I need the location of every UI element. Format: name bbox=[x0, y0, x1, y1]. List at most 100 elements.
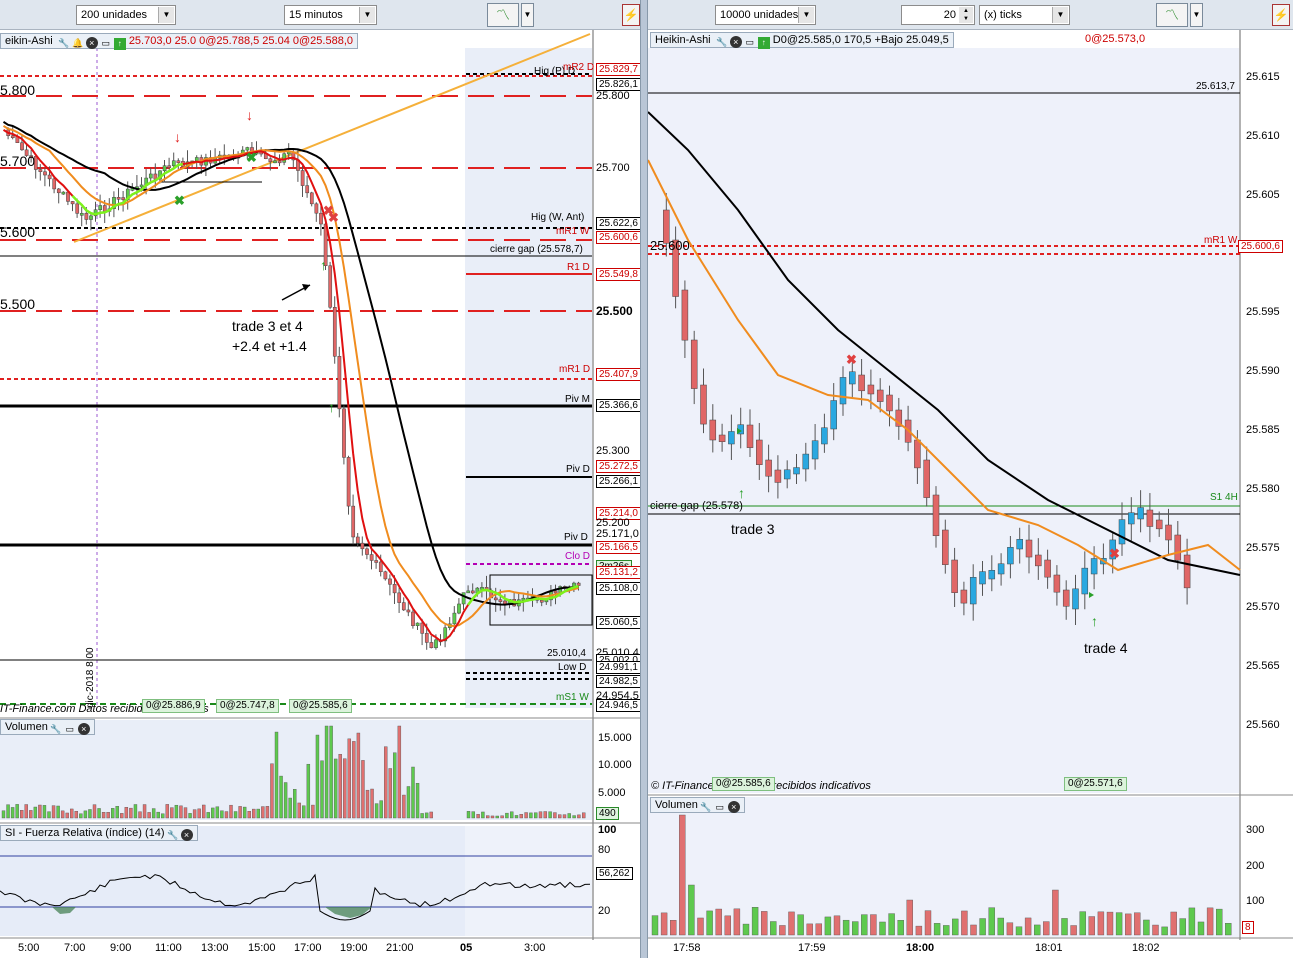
volume-bar bbox=[238, 806, 242, 819]
moving-average-slow bbox=[2, 121, 579, 606]
volume-bar bbox=[343, 758, 347, 819]
volume-bar bbox=[1043, 921, 1050, 936]
rsi-label: SI - Fuerza Relativa (índice) (14) bbox=[5, 827, 165, 839]
volume-bar bbox=[1143, 919, 1150, 936]
chart-tools-dropdown[interactable]: ▼ bbox=[521, 3, 534, 27]
wrench-icon[interactable]: 🔧 bbox=[58, 38, 70, 48]
units-select[interactable]: 200 unidades ▼ bbox=[76, 5, 176, 25]
time-axis-label: 17:58 bbox=[673, 942, 701, 954]
price-axis-label: 25.131,2 bbox=[596, 566, 640, 579]
volume-bar bbox=[952, 918, 959, 936]
price-axis-label: 25.166,5 bbox=[596, 541, 640, 554]
close-icon[interactable]: × bbox=[77, 723, 90, 735]
panel-toggle-button[interactable]: ⚡ bbox=[622, 4, 640, 26]
volume-bar bbox=[274, 731, 279, 819]
candle bbox=[867, 384, 875, 395]
pane-splitter[interactable] bbox=[640, 0, 648, 958]
volume-bar bbox=[824, 916, 832, 936]
candle bbox=[415, 622, 420, 626]
candle bbox=[802, 453, 810, 470]
volume-bar bbox=[997, 917, 1004, 936]
volume-bar bbox=[10, 807, 15, 819]
tick-type-select[interactable]: (x) ticks ▼ bbox=[979, 5, 1070, 25]
price-axis-label: 25.610 bbox=[1246, 130, 1280, 142]
trend-line bbox=[73, 33, 591, 243]
volume-bar bbox=[47, 811, 51, 819]
volume-bar bbox=[183, 807, 188, 819]
spinner-arrows-icon[interactable]: ▲ ▼ bbox=[959, 7, 973, 23]
volume-bar bbox=[1216, 908, 1223, 936]
level-label: mR1 D bbox=[559, 364, 591, 375]
volume-bar bbox=[265, 806, 270, 819]
price-axis-label: 25.590 bbox=[1246, 365, 1280, 377]
level-label: 25.010,4 bbox=[547, 648, 586, 659]
volume-bar bbox=[233, 811, 238, 819]
volume-bar bbox=[466, 811, 471, 819]
candle bbox=[309, 192, 314, 205]
interval-select[interactable]: 15 minutos ▼ bbox=[284, 5, 377, 25]
volume-bar bbox=[33, 806, 38, 819]
arrow-up-icon[interactable]: ↑ bbox=[757, 37, 770, 49]
close-icon[interactable]: × bbox=[729, 36, 742, 48]
chart-tools-button[interactable]: 〽 bbox=[1156, 3, 1188, 27]
volume-bar bbox=[42, 805, 47, 819]
volume-bar bbox=[924, 910, 932, 936]
wrench-icon[interactable]: 🔧 bbox=[50, 724, 62, 734]
moving-average-fast bbox=[2, 125, 579, 628]
candle bbox=[47, 174, 52, 180]
bell-icon[interactable]: 🔔 bbox=[72, 38, 84, 48]
window-icon[interactable]: ▭ bbox=[65, 724, 75, 734]
tick-type-value: (x) ticks bbox=[984, 9, 1022, 21]
tick-count-spinner[interactable]: 20 ▲ ▼ bbox=[901, 5, 975, 25]
close-icon[interactable]: × bbox=[727, 801, 740, 813]
arrow-up-icon: ↑ bbox=[738, 485, 745, 501]
candle bbox=[383, 571, 388, 580]
volume-bar bbox=[6, 804, 10, 819]
chart-tools-dropdown[interactable]: ▼ bbox=[1190, 3, 1203, 27]
volume-bar bbox=[770, 921, 777, 936]
chart-tools-button[interactable]: 〽 bbox=[487, 3, 519, 27]
arrow-up-icon: ↑ bbox=[320, 257, 327, 273]
volume-bar bbox=[206, 812, 210, 819]
wrench-icon[interactable]: 🔧 bbox=[716, 37, 728, 47]
moving-average-slow bbox=[648, 111, 1241, 576]
close-icon[interactable]: × bbox=[85, 37, 98, 49]
volume-bar bbox=[861, 914, 868, 936]
candle bbox=[194, 157, 199, 162]
candle bbox=[61, 191, 66, 195]
candle bbox=[273, 160, 277, 164]
window-icon[interactable]: ▭ bbox=[745, 37, 754, 47]
window-icon[interactable]: ▭ bbox=[101, 38, 110, 48]
volume-bar bbox=[429, 811, 433, 819]
volume-bar bbox=[548, 811, 552, 819]
arrow-down-icon: ↓ bbox=[246, 107, 253, 123]
candle bbox=[369, 554, 374, 561]
volume-bar bbox=[156, 811, 160, 819]
volume-bar bbox=[256, 808, 260, 819]
units-select[interactable]: 10000 unidades ▼ bbox=[715, 5, 816, 25]
close-icon[interactable]: × bbox=[180, 829, 193, 841]
wrench-icon[interactable]: 🔧 bbox=[166, 830, 179, 840]
panel-toggle-button[interactable]: ⚡ bbox=[1272, 4, 1290, 26]
candle bbox=[429, 642, 434, 649]
header-price-info: 25.703,0 25.0 0@25.788,5 25.04 0@25.588,… bbox=[128, 35, 353, 47]
price-axis-label: 25.800 bbox=[596, 90, 630, 102]
x-mark-icon: ✖ bbox=[1109, 546, 1120, 561]
x-mark-icon: ✖ bbox=[846, 352, 857, 367]
volume-bar bbox=[142, 804, 147, 819]
volume-bar bbox=[471, 811, 475, 819]
volume-bar bbox=[302, 805, 306, 819]
candle bbox=[452, 612, 457, 625]
price-axis-label: 25.605 bbox=[1246, 189, 1280, 201]
candle bbox=[470, 590, 475, 594]
volume-bar bbox=[797, 914, 804, 936]
wrench-icon[interactable]: 🔧 bbox=[700, 802, 712, 812]
volume-bar bbox=[519, 814, 523, 819]
volume-bar bbox=[306, 763, 311, 819]
candle bbox=[1109, 539, 1116, 560]
window-icon[interactable]: ▭ bbox=[715, 802, 725, 812]
volume-bar bbox=[24, 804, 28, 819]
volume-bar bbox=[788, 911, 795, 936]
left-level-label: 5.700 bbox=[0, 153, 36, 169]
arrow-up-icon[interactable]: ↑ bbox=[113, 38, 126, 50]
